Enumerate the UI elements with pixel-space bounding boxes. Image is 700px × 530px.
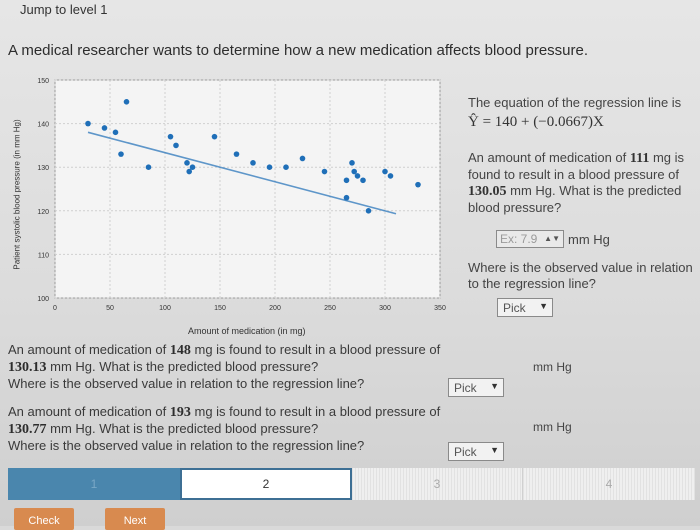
q3-observed-question: Where is the observed value in relation … (8, 438, 365, 453)
q3-select-value: Pick (454, 444, 477, 459)
question-1-text: An amount of medication of 111 mg is fou… (468, 150, 693, 216)
chevron-down-icon: ▼ (490, 381, 499, 391)
data-point (145, 164, 152, 170)
data-point (321, 168, 328, 175)
regression-equation: Ŷ = 140 + (−0.0667)X (468, 114, 604, 130)
x-tick-label: 150 (214, 305, 226, 312)
q3-suffix: mm Hg. What is the predicted blood press… (46, 421, 319, 436)
q2-unit: mm Hg (533, 360, 572, 374)
q1-select-value: Pick (503, 300, 526, 315)
data-point (266, 164, 273, 170)
data-point (85, 120, 91, 127)
q1-unit: mm Hg (568, 231, 610, 247)
q2-amount: 148 (169, 343, 191, 358)
data-point (299, 155, 306, 162)
question-2-text: An amount of medication of 148 mg is fou… (8, 342, 448, 392)
data-point (167, 133, 174, 140)
x-tick-label: 200 (269, 305, 281, 312)
regression-intro: The equation of the regression line is (468, 95, 682, 110)
y-tick-label: 110 (38, 252, 49, 259)
level-3-segment[interactable]: 3 (352, 468, 523, 500)
level-2-segment[interactable]: 2 (180, 468, 352, 500)
q1-predicted-input[interactable]: Ex: 7.9 ▲▼ (496, 230, 564, 248)
data-point (360, 177, 366, 184)
data-point (343, 177, 350, 184)
regression-line (87, 131, 397, 215)
data-point (101, 125, 108, 131)
next-button[interactable]: Next (105, 508, 165, 530)
data-point (343, 194, 350, 201)
q1-mid: mg is found to result in a blood pressur… (468, 150, 685, 182)
q3-position-select[interactable]: Pick ▼ (448, 442, 504, 461)
data-point (283, 164, 289, 170)
level-4-segment[interactable]: 4 (523, 468, 695, 500)
spinner-icon[interactable]: ▲▼ (544, 234, 560, 243)
data-point (173, 142, 179, 149)
data-point (123, 99, 130, 105)
q1-input-placeholder: Ex: 7.9 (500, 232, 538, 246)
chart-svg: 0 50 100 150 200 250 300 350 100 110 120 130 140 150 (37, 78, 446, 312)
data-point (349, 160, 355, 166)
y-tick-label: 120 (37, 209, 49, 216)
data-point (112, 129, 119, 136)
y-tick-label: 150 (37, 78, 49, 85)
data-point (354, 173, 361, 179)
q1-answer-row: Ex: 7.9 ▲▼ mm Hg (496, 230, 610, 248)
problem-prompt: A medical researcher wants to determine … (8, 42, 589, 59)
q2-prefix: An amount of medication of (8, 342, 170, 357)
q3-unit: mm Hg (533, 420, 572, 434)
y-tick-label: 100 (37, 296, 49, 303)
scatter-chart: 0 50 100 150 200 250 300 350 100 110 120 130 140 150 … (0, 70, 470, 345)
q1-amount: 111 (629, 151, 650, 166)
y-tick-label: 130 (37, 165, 49, 172)
plot-area (54, 79, 441, 299)
q1-suffix: mm Hg. What is the predicted blood press… (468, 183, 682, 215)
level-1-segment[interactable]: 1 (8, 468, 180, 500)
level-progress-bar: 1 2 3 4 (8, 468, 695, 500)
check-button[interactable]: Check (14, 508, 74, 530)
q2-position-select[interactable]: Pick ▼ (448, 378, 504, 397)
q2-observed-question: Where is the observed value in relation … (8, 376, 365, 391)
q2-bp: 130.13 (8, 360, 47, 375)
chevron-down-icon: ▼ (490, 445, 499, 455)
x-tick-label: 100 (159, 305, 171, 312)
q1-bp: 130.05 (468, 184, 507, 199)
x-tick-label: 250 (324, 305, 336, 312)
q1-observed-question: Where is the observed value in relation … (468, 260, 693, 291)
data-point (415, 181, 421, 188)
data-point (184, 160, 190, 166)
x-tick-label: 50 (106, 305, 114, 312)
q1-prefix: An amount of medication of (468, 150, 630, 165)
x-tick-label: 0 (53, 305, 57, 312)
data-point (387, 173, 394, 179)
q3-mid: mg is found to result in a blood pressur… (190, 404, 441, 419)
data-point (250, 160, 256, 166)
q3-amount: 193 (169, 405, 191, 420)
data-point (186, 168, 192, 175)
jump-to-level-link[interactable]: Jump to level 1 (20, 2, 108, 17)
data-point (233, 151, 240, 157)
chevron-down-icon: ▼ (539, 301, 548, 311)
chart-x-axis-label: Amount of medication (in mg) (188, 326, 306, 336)
data-point (118, 151, 124, 157)
chart-y-axis-label: Patient systolic blood pressure (in mm H… (12, 119, 22, 270)
q2-mid: mg is found to result in a blood pressur… (190, 342, 441, 357)
data-point (382, 168, 388, 175)
data-point (351, 168, 358, 175)
data-point (189, 164, 196, 170)
q1-position-select[interactable]: Pick ▼ (497, 298, 553, 317)
q3-prefix: An amount of medication of (8, 404, 170, 419)
question-3-text: An amount of medication of 193 mg is fou… (8, 404, 448, 454)
data-point (211, 133, 218, 140)
q2-suffix: mm Hg. What is the predicted blood press… (46, 359, 319, 374)
q3-bp: 130.77 (8, 422, 47, 437)
y-tick-label: 140 (37, 122, 49, 129)
x-tick-label: 300 (379, 305, 391, 312)
q2-select-value: Pick (454, 380, 477, 395)
x-tick-label: 350 (434, 305, 446, 312)
data-point (365, 208, 372, 214)
